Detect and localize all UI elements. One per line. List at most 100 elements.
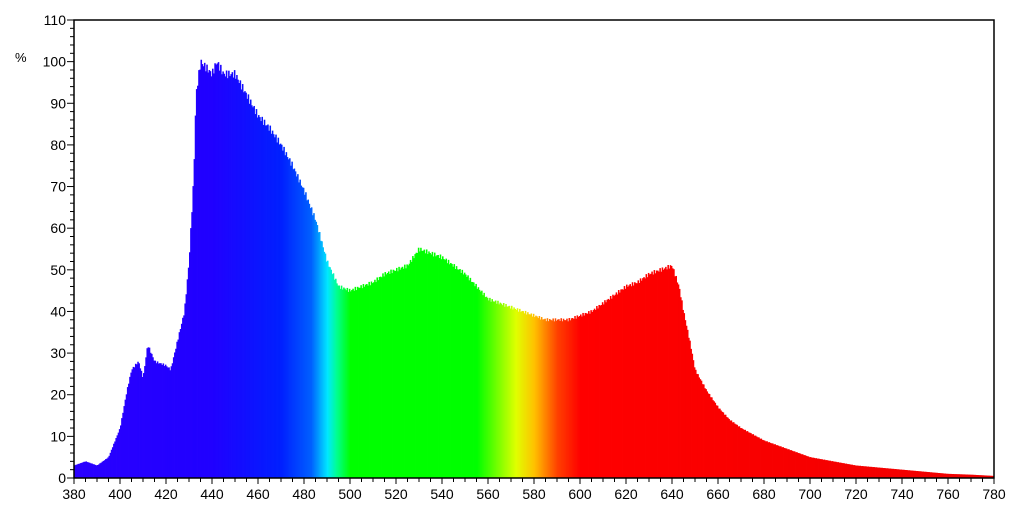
spectrum-bar (140, 370, 143, 478)
spectrum-bar (973, 474, 975, 478)
spectrum-bar (481, 290, 483, 478)
spectrum-bar (558, 319, 560, 478)
spectrum-bar (424, 253, 427, 478)
spectrum-bar (690, 348, 692, 478)
spectrum-bar (681, 300, 683, 478)
spectrum-bar (593, 308, 596, 478)
spectrum-bar (547, 321, 550, 478)
spectrum-bar (216, 63, 219, 478)
spectrum-bar (661, 267, 664, 478)
spectrum-bar (175, 348, 177, 478)
spectrum-bar (195, 89, 198, 479)
y-tick-label: 80 (50, 137, 66, 153)
spectrum-bar (198, 70, 200, 479)
spectrum-bar (110, 449, 113, 478)
spectrum-bar (775, 445, 778, 478)
spectrum-bar (857, 465, 859, 478)
spectrum-bar (574, 315, 576, 478)
spectrum-bar (179, 329, 182, 478)
spectrum-bar (881, 467, 883, 478)
spectrum-bar (946, 473, 949, 478)
spectrum-bar (309, 208, 312, 478)
spectrum-bar (223, 73, 226, 478)
spectrum-bar (705, 389, 707, 478)
x-tick-label: 500 (338, 486, 362, 502)
spectrum-bar (749, 432, 751, 478)
spectrum-bar (531, 316, 534, 478)
spectrum-bar (320, 240, 322, 478)
spectrum-bar (552, 318, 554, 478)
spectrum-bar (542, 319, 544, 478)
y-tick-label: 70 (50, 179, 66, 195)
spectrum-bar (812, 457, 814, 478)
spectrum-bar (455, 266, 458, 478)
spectrum-bar (117, 432, 120, 478)
spectrum-bar (133, 367, 136, 478)
spectrum-bar (930, 472, 933, 478)
spectrum-bar (829, 460, 832, 478)
spectrum-bar (647, 272, 650, 478)
spectrum-bar (968, 474, 971, 478)
spectrum-bar (675, 275, 677, 478)
spectrum-bar (911, 470, 913, 478)
spectrum-bar (253, 105, 255, 478)
spectrum-bar (186, 279, 189, 478)
spectrum-bar (798, 453, 801, 478)
spectrum-bar (923, 471, 926, 478)
spectrum-bar (240, 89, 243, 478)
spectrum-bar (916, 471, 919, 478)
spectrum-bar (704, 388, 706, 478)
spectrum-bar (486, 297, 489, 478)
spectrum-bar (795, 452, 797, 478)
spectrum-bar (688, 337, 690, 478)
spectrum-bar (900, 469, 903, 478)
spectrum-bar (397, 271, 399, 478)
spectrum-bar (148, 347, 151, 478)
spectrum-bar (788, 449, 790, 478)
spectrum-bar (858, 465, 860, 478)
spectrum-bar (390, 269, 392, 478)
spectrum-bar (964, 474, 966, 478)
spectrum-bar (404, 264, 406, 478)
spectrum-bar (214, 63, 216, 478)
spectrum-bar (84, 461, 86, 478)
spectrum-bar (753, 435, 756, 478)
spectrum-bar (875, 467, 878, 478)
x-tick-label: 400 (108, 486, 132, 502)
spectrum-bar (621, 289, 623, 478)
spectrum-bar (828, 460, 830, 478)
spectrum-bar (138, 363, 140, 478)
spectrum-bar (826, 460, 828, 478)
spectrum-bar (870, 466, 873, 478)
spectrum-bar (166, 366, 168, 478)
spectrum-bar (255, 109, 258, 478)
x-tick-label: 440 (200, 486, 224, 502)
spectrum-bar (869, 466, 872, 478)
spectrum-bar (680, 297, 682, 478)
spectrum-bar (500, 303, 503, 478)
spectrum-bar (979, 475, 981, 478)
spectrum-bar (406, 264, 408, 478)
spectrum-bar (377, 280, 380, 478)
spectrum-bar (208, 70, 211, 478)
spectrum-bar (584, 312, 587, 478)
spectrum-bar (655, 270, 658, 478)
spectrum-bar (213, 73, 215, 478)
spectrum-bar (416, 252, 419, 478)
spectrum-bar (810, 457, 812, 478)
spectrum-bar (419, 251, 421, 478)
spectrum-bar (580, 314, 582, 478)
spectrum-bar (632, 285, 635, 478)
spectrum-bar (548, 318, 551, 478)
spectrum-bar (317, 232, 320, 478)
spectrum-bar (103, 460, 106, 478)
y-tick-label: 20 (50, 387, 66, 403)
spectrum-bar (206, 64, 208, 479)
spectrum-bar (417, 247, 420, 478)
spectrum-bar (220, 64, 222, 478)
spectrum-bar (335, 278, 337, 478)
spectrum-bar (732, 422, 735, 478)
spectrum-bar (262, 124, 265, 478)
spectrum-bar (598, 304, 600, 478)
spectrum-bar (888, 468, 890, 478)
